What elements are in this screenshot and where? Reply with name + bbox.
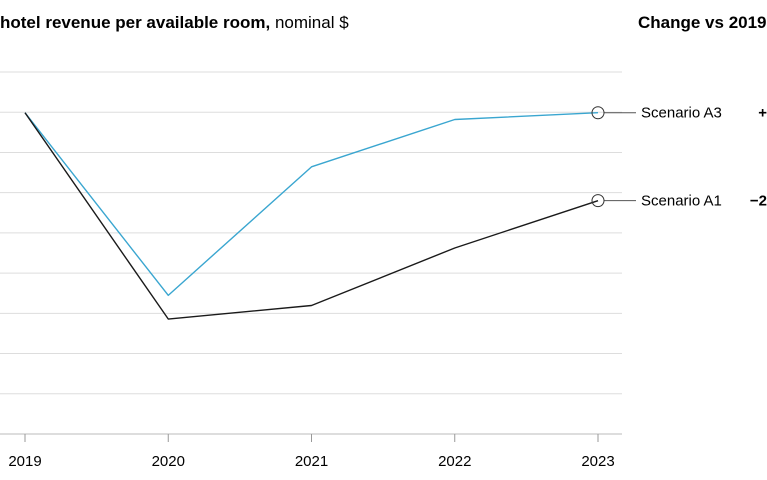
x-tick-label: 2019 [8, 453, 41, 470]
series-line-1 [24, 112, 599, 297]
series-labels: Scenario A3 + Scenario A1 −2 [591, 105, 767, 210]
series-endpoint-marker [591, 106, 605, 120]
x-tick-label: 2023 [581, 453, 614, 470]
gridlines [0, 71, 622, 395]
series-label: Scenario A1 [641, 193, 722, 210]
chart-title-bold: hotel revenue per available room, [0, 13, 271, 32]
x-tick-label: 2022 [438, 453, 471, 470]
series-label: Scenario A3 [641, 105, 722, 122]
change-column-header: Change vs 2019, [638, 13, 767, 32]
chart-title-unit: nominal $ [270, 13, 349, 32]
x-tick-label: 2020 [152, 453, 185, 470]
series-change-value: −2 [750, 193, 767, 210]
x-axis: 2019 2020 2021 2022 2023 [0, 433, 622, 470]
chart-title: hotel revenue per available room, nomina… [0, 12, 349, 34]
series-lines [24, 112, 599, 320]
x-tick-label: 2021 [295, 453, 328, 470]
series-change-value: + [758, 105, 767, 122]
series-line-2 [24, 112, 599, 320]
series-endpoint-marker [591, 194, 605, 208]
